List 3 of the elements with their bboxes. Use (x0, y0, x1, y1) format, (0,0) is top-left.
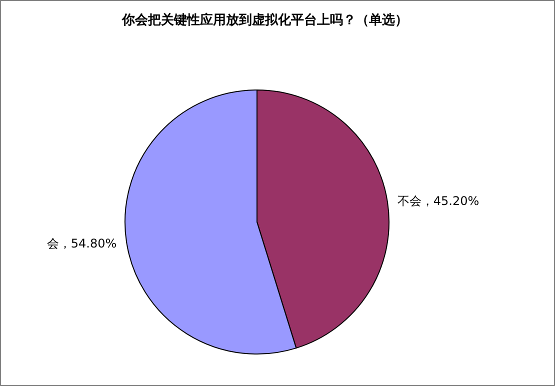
chart-title: 你会把关键性应用放到虚拟化平台上吗？（单选） (121, 12, 408, 28)
slice-label: 会，54.80% (46, 236, 117, 251)
slice-label: 不会，45.20% (397, 194, 480, 208)
